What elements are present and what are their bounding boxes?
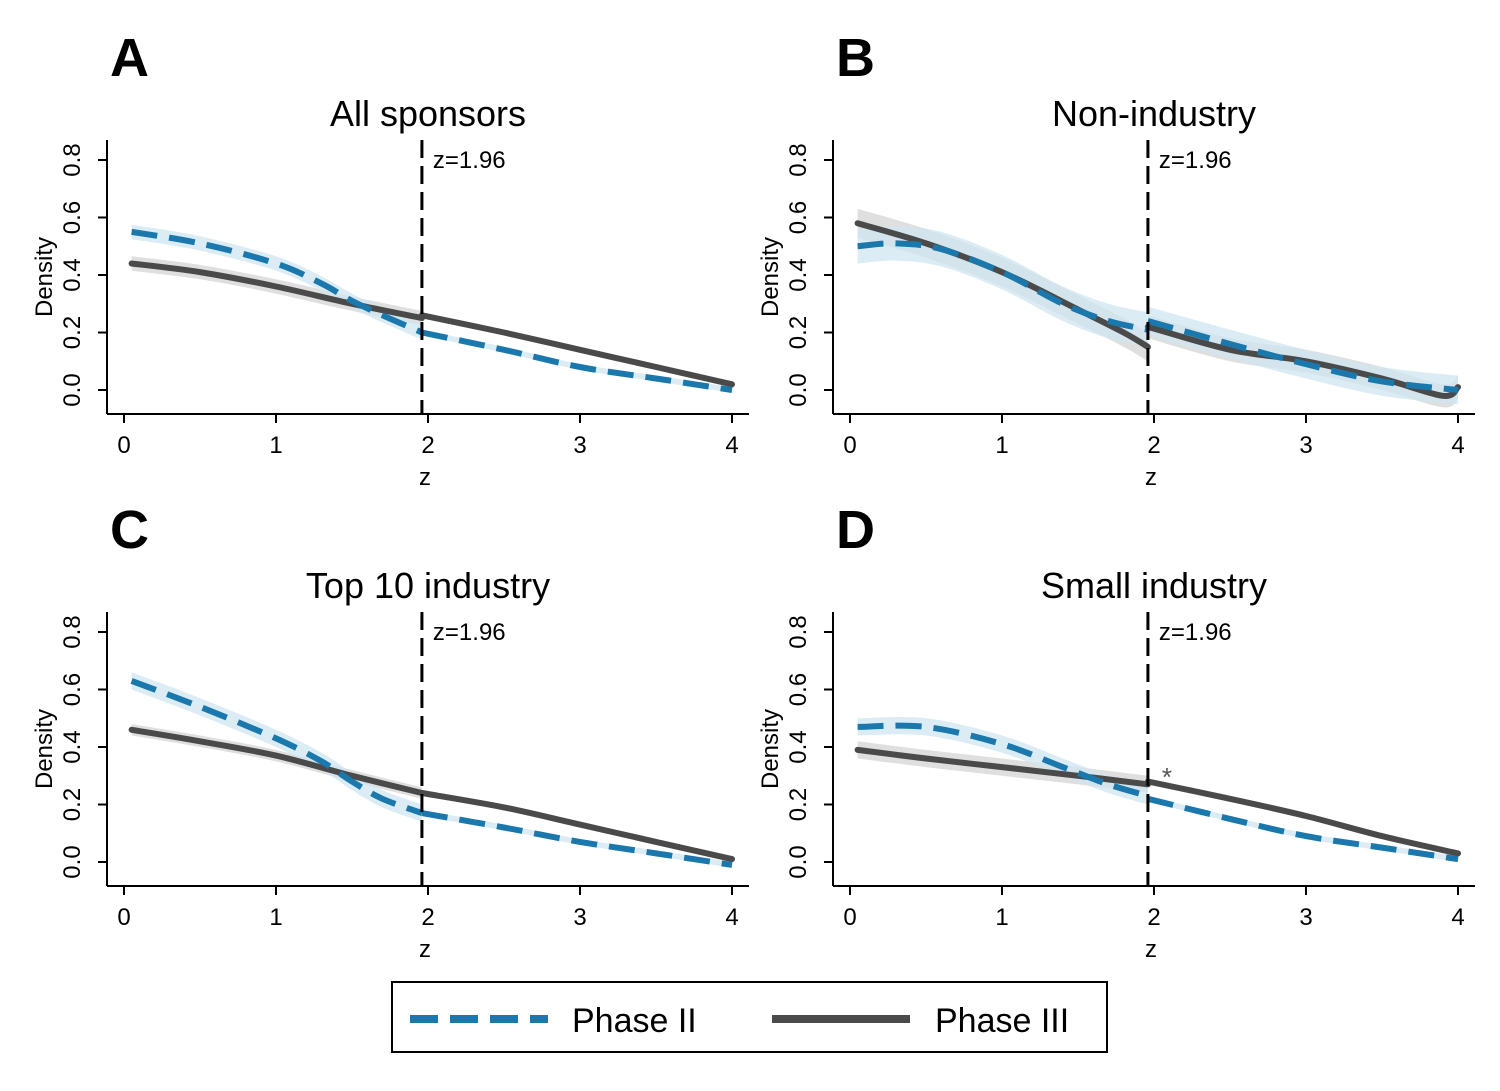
x-tick-label: 1: [269, 904, 282, 931]
refline-label: z=1.96: [1159, 147, 1232, 174]
legend: Phase II Phase III: [391, 981, 1108, 1053]
panel-d: D Small industry 0.0 0.2 0.4 0.6 0.8 0 1 2 3 4 z Dens…: [757, 500, 1475, 963]
phase2-line-left: [857, 240, 1149, 333]
panel-title: Non-industry: [1052, 93, 1256, 134]
x-tick-label: 0: [117, 432, 130, 459]
y-tick-label: 0.6: [785, 201, 812, 234]
x-axis-title: z: [419, 936, 431, 963]
x-tick-label: 2: [421, 904, 434, 931]
y-axis-title: Density: [31, 237, 58, 317]
phase3-line-left: [854, 746, 1151, 788]
x-tick-label: 1: [269, 432, 282, 459]
x-tick-label: 3: [573, 432, 586, 459]
significance-marker: *: [1162, 762, 1172, 792]
phase3-line-right: [418, 312, 735, 388]
phase3-line-left: [128, 726, 425, 796]
refline-label: z=1.96: [433, 147, 506, 174]
y-tick-label: 0.2: [785, 788, 812, 821]
panel-letter: A: [110, 28, 149, 88]
x-tick-label: 4: [725, 432, 738, 459]
x-tick-label: 2: [1147, 904, 1160, 931]
y-axis-title: Density: [757, 237, 784, 317]
y-tick-label: 0.8: [785, 143, 812, 176]
phase2-band-left: [857, 226, 1148, 347]
y-tick-label: 0.2: [785, 316, 812, 349]
panel-a: A All sponsors 0.0 0.2 0.4 0.6 0.8 0 1 2 3 4 z Densit…: [31, 28, 749, 491]
legend-phase3-label: Phase III: [935, 1002, 1069, 1040]
y-tick-label: 0.4: [785, 730, 812, 763]
x-tick-label: 4: [725, 904, 738, 931]
phase2-line-left: [131, 228, 424, 336]
phase2-band-left: [131, 224, 422, 340]
y-tick-label: 0.0: [785, 373, 812, 406]
phase2-band-left: [857, 717, 1148, 805]
phase3-line-right: [1144, 778, 1461, 857]
y-tick-label: 0.4: [59, 730, 86, 763]
y-tick-label: 0.8: [59, 143, 86, 176]
refline-label: z=1.96: [433, 619, 506, 646]
x-tick-label: 3: [1299, 432, 1312, 459]
phase2-line-right: [1147, 795, 1459, 863]
x-tick-label: 0: [843, 432, 856, 459]
y-tick-label: 0.4: [59, 258, 86, 291]
x-tick-label: 2: [1147, 432, 1160, 459]
panel-letter: C: [110, 500, 149, 560]
legend-phase2-label: Phase II: [572, 1002, 697, 1040]
panel-b: B Non-industry 0.0 0.2 0.4 0.6 0.8 0 1 2 3 4 z Densit…: [757, 28, 1475, 491]
x-axis-title: z: [1145, 464, 1157, 491]
phase2-line-right: [1147, 318, 1459, 393]
x-tick-label: 1: [995, 432, 1008, 459]
y-tick-label: 0.6: [59, 201, 86, 234]
y-axis-title: Density: [757, 709, 784, 789]
panel-title: All sponsors: [330, 93, 526, 134]
y-tick-label: 0.0: [59, 373, 86, 406]
y-tick-label: 0.8: [59, 615, 86, 648]
x-tick-label: 4: [1451, 904, 1464, 931]
series-lines: [854, 722, 1461, 863]
x-tick-label: 0: [117, 904, 130, 931]
panel-c: C Top 10 industry 0.0 0.2 0.4 0.6 0.8 0 1 2 3 4 z Den…: [31, 500, 749, 963]
y-tick-label: 0.8: [785, 615, 812, 648]
series-lines: [128, 228, 735, 393]
series-lines: [854, 220, 1461, 399]
y-tick-label: 0.2: [59, 788, 86, 821]
phase3-line-right: [418, 790, 735, 863]
panels: A All sponsors 0.0 0.2 0.4 0.6 0.8 0 1 2 3 4 z Densit…: [31, 28, 1475, 963]
y-tick-label: 0.4: [785, 258, 812, 291]
phase3-line-right: [1144, 323, 1461, 399]
x-tick-label: 2: [421, 432, 434, 459]
y-tick-label: 0.0: [785, 845, 812, 878]
x-axis-title: z: [1145, 936, 1157, 963]
x-tick-label: 1: [995, 904, 1008, 931]
x-tick-label: 3: [1299, 904, 1312, 931]
y-tick-label: 0.0: [59, 845, 86, 878]
phase2-line-right: [421, 810, 733, 868]
x-tick-label: 0: [843, 904, 856, 931]
phase2-line-left: [857, 722, 1149, 799]
confidence-bands: [857, 717, 1458, 862]
phase3-line-left: [854, 220, 1151, 350]
panel-title: Small industry: [1041, 565, 1267, 606]
y-tick-label: 0.6: [785, 673, 812, 706]
y-axis-title: Density: [31, 709, 58, 789]
x-axis-title: z: [419, 464, 431, 491]
panel-title: Top 10 industry: [306, 565, 550, 606]
phase2-line-left: [130, 678, 423, 816]
panel-letter: D: [836, 500, 875, 560]
x-tick-label: 4: [1451, 432, 1464, 459]
refline-label: z=1.96: [1159, 619, 1232, 646]
series-lines: [128, 678, 735, 868]
phase2-line-right: [421, 329, 733, 393]
panel-letter: B: [836, 28, 875, 88]
y-tick-label: 0.6: [59, 673, 86, 706]
y-tick-label: 0.2: [59, 316, 86, 349]
phase3-line-left: [128, 260, 425, 322]
x-tick-label: 3: [573, 904, 586, 931]
